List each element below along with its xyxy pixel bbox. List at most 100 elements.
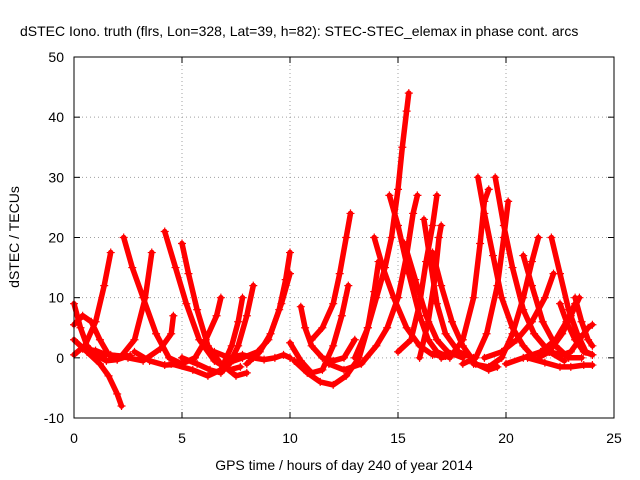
data-point [499, 233, 508, 242]
data-point [398, 143, 407, 152]
data-point [406, 335, 415, 344]
data-point [413, 191, 422, 200]
x-tick-label: 5 [178, 430, 186, 446]
data-point [221, 359, 230, 368]
series-trace [120, 234, 185, 367]
series-arc-19 [307, 209, 355, 344]
data-point [394, 185, 402, 194]
data-point [458, 335, 467, 344]
y-tick-label: 20 [48, 230, 64, 246]
x-tick-label: 25 [606, 430, 622, 446]
data-point [387, 233, 396, 242]
series-trace [481, 270, 557, 361]
data-point [394, 221, 402, 230]
data-point [145, 356, 154, 365]
data-point [577, 353, 586, 362]
data-point [318, 353, 327, 362]
data-point [448, 317, 456, 326]
data-point [469, 293, 478, 302]
data-point [316, 377, 325, 386]
data-point [437, 353, 446, 362]
data-point [437, 281, 446, 290]
data-point [538, 317, 547, 326]
y-axis-label: dSTEC / TECUs [6, 186, 22, 288]
data-point [363, 323, 372, 332]
data-point [95, 335, 104, 344]
data-point [419, 215, 428, 224]
data-point [588, 320, 597, 329]
data-point [437, 221, 446, 230]
data-point [113, 389, 122, 398]
data-point [469, 359, 478, 368]
data-point [178, 239, 186, 248]
data-point [171, 263, 180, 272]
data-point [342, 233, 351, 242]
data-point [104, 371, 113, 380]
data-point [130, 347, 139, 356]
data-point [534, 353, 543, 362]
data-point [212, 311, 221, 320]
data-point [415, 299, 424, 308]
data-point [350, 335, 359, 344]
data-point [540, 293, 549, 302]
data-point [124, 353, 132, 362]
data-point [188, 365, 197, 374]
data-point [400, 239, 409, 248]
data-point [329, 380, 338, 389]
data-point [404, 89, 413, 98]
data-point [566, 311, 575, 320]
series-arc-32 [458, 197, 513, 368]
data-point [344, 281, 353, 290]
data-point [242, 311, 251, 320]
data-point [502, 359, 510, 368]
data-point [508, 263, 517, 272]
data-point [236, 362, 245, 371]
y-tick-label: 40 [48, 109, 64, 125]
data-point [270, 353, 279, 362]
data-point [147, 248, 156, 257]
data-point [372, 293, 381, 302]
data-point [329, 341, 338, 350]
data-point [527, 257, 536, 266]
data-point [277, 299, 286, 308]
series-arc-40 [556, 299, 597, 359]
data-point [216, 368, 225, 377]
data-point [160, 361, 169, 370]
data-point [527, 317, 536, 326]
data-point [119, 233, 128, 242]
axis-ticks: 0 5 10 15 20 25 -10 0 10 20 30 40 50 [44, 49, 622, 446]
data-point [435, 233, 444, 242]
data-point [95, 359, 104, 368]
data-point [558, 350, 567, 359]
data-point [184, 269, 193, 278]
data-point [378, 263, 387, 272]
data-point [575, 293, 584, 302]
series-trace [395, 192, 440, 355]
data-point [519, 341, 528, 350]
data-point [432, 299, 441, 308]
x-tick-label: 0 [70, 430, 78, 446]
data-point [232, 371, 240, 380]
data-point [512, 335, 521, 344]
data-point [428, 350, 437, 359]
data-point [489, 251, 498, 260]
data-point [286, 269, 294, 278]
data-point [389, 293, 398, 302]
data-point [411, 275, 420, 284]
y-tick-label: 30 [48, 169, 64, 185]
series-arc-42 [534, 293, 584, 362]
data-point [493, 281, 502, 290]
data-point [337, 311, 346, 320]
data-point [210, 347, 219, 356]
series-arc-25 [394, 191, 441, 356]
data-point [415, 353, 424, 362]
x-axis-label: GPS time / hours of day 240 of year 2014 [215, 457, 473, 473]
data-point [560, 356, 569, 365]
data-point [402, 323, 411, 332]
data-point [193, 305, 202, 314]
data-point [193, 359, 202, 368]
x-tick-label: 15 [390, 430, 406, 446]
data-point [342, 371, 351, 380]
data-point [556, 299, 564, 308]
series-trace [179, 282, 257, 376]
